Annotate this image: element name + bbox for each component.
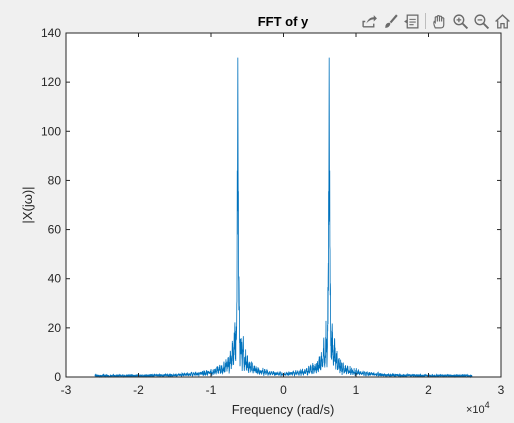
pan-icon[interactable] [430,11,449,31]
y-tick-label: 20 [48,321,62,335]
x-tick-label: -2 [133,383,144,397]
data-tips-icon[interactable] [402,11,421,31]
zoom-out-icon[interactable] [472,11,491,31]
brush-icon[interactable] [381,11,400,31]
x-tick-label: -1 [206,383,217,397]
x-tick-label: -3 [61,383,72,397]
y-tick-label: 140 [41,26,61,40]
y-tick-label: 40 [48,272,62,286]
x-axis-label: Frequency (rad/s) [232,402,335,417]
plot-area [66,33,501,377]
y-tick-label: 80 [48,173,62,187]
y-tick-label: 100 [41,124,61,138]
export-icon[interactable] [360,11,379,31]
zoom-in-icon[interactable] [451,11,470,31]
home-icon[interactable] [493,11,512,31]
x-tick-label: 1 [353,383,360,397]
toolbar-separator [425,13,426,29]
x-axis-multiplier: ×104 [466,400,490,416]
x-tick-label: 0 [280,383,287,397]
y-tick-label: 60 [48,223,62,237]
axes-toolbar [360,10,512,32]
y-tick-label: 0 [54,370,61,384]
chart-title: FFT of y [258,14,309,29]
y-tick-label: 120 [41,75,61,89]
axes-ticks: -3 -2 -1 0 1 2 3 0 20 40 60 80 100 120 140 [41,26,505,397]
x-tick-label: 2 [425,383,432,397]
x-tick-label: 3 [498,383,505,397]
y-axis-label: |X(jω)| [20,186,35,223]
